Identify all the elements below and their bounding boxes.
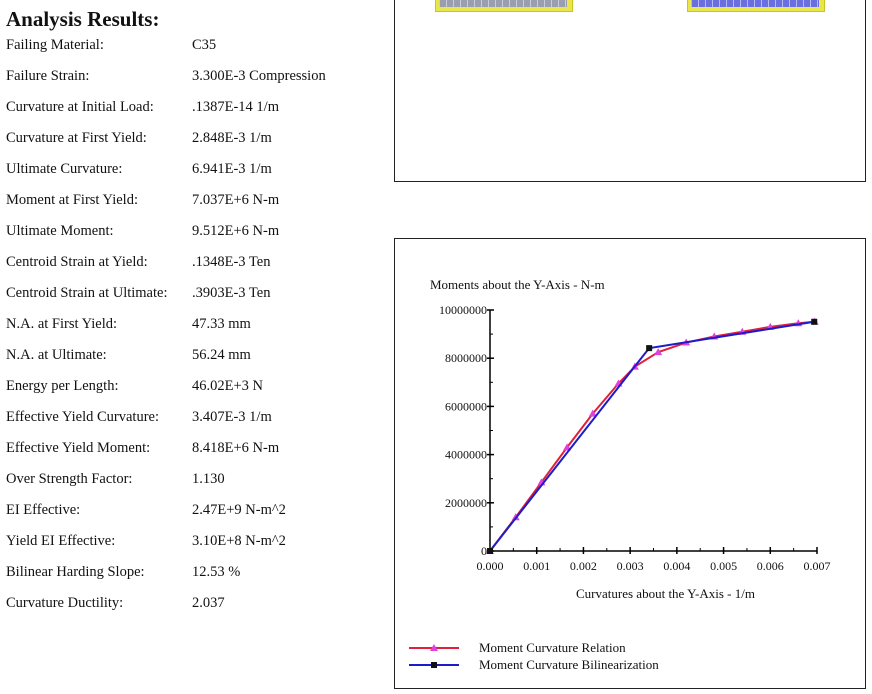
section-view-panel: [394, 0, 866, 182]
result-value: 3.300E-3 Compression: [192, 68, 326, 84]
result-row: Curvature at Initial Load: .1387E-14 1/m: [6, 96, 386, 127]
data-point: [487, 548, 493, 554]
result-label: Bilinear Harding Slope:: [6, 564, 145, 580]
result-value: .1348E-3 Ten: [192, 254, 271, 270]
result-value: .1387E-14 1/m: [192, 99, 279, 115]
result-row: Effective Yield Curvature: 3.407E-3 1/m: [6, 406, 386, 437]
result-value: 9.512E+6 N-m: [192, 223, 280, 239]
result-row: Moment at First Yield: 7.037E+6 N-m: [6, 189, 386, 220]
result-value: 3.10E+8 N-m^2: [192, 533, 286, 549]
moment-curvature-chart: Moments about the Y-Axis - N-m 0 2000000 40…: [394, 238, 866, 689]
data-point: [654, 348, 663, 356]
legend-marker: [431, 662, 437, 668]
result-value: 2.037: [192, 595, 225, 611]
results-title: Analysis Results:: [6, 7, 160, 31]
x-tick-label: 0.004: [663, 559, 690, 573]
y-tick-label: 4000000: [445, 448, 487, 462]
result-row: Bilinear Harding Slope: 12.53 %: [6, 561, 386, 592]
result-value: 8.418E+6 N-m: [192, 440, 280, 456]
result-row: EI Effective: 2.47E+9 N-m^2: [6, 499, 386, 530]
result-value: 12.53 %: [192, 564, 241, 580]
y-tick-label: 2000000: [445, 496, 487, 510]
result-label: Effective Yield Curvature:: [6, 409, 160, 425]
result-value: 47.33 mm: [192, 316, 251, 332]
x-tick-label: 0.000: [477, 559, 504, 573]
result-value: 1.130: [192, 471, 225, 487]
result-label: Curvature Ductility:: [6, 595, 124, 611]
result-value: 2.848E-3 1/m: [192, 130, 272, 146]
x-tick-label: 0.007: [804, 559, 831, 573]
result-row: Over Strength Factor: 1.130: [6, 468, 386, 499]
result-row: Effective Yield Moment: 8.418E+6 N-m: [6, 437, 386, 468]
result-value: 3.407E-3 1/m: [192, 409, 272, 425]
result-label: Energy per Length:: [6, 378, 119, 394]
result-label: Ultimate Moment:: [6, 223, 114, 239]
result-row: Curvature at First Yield: 2.848E-3 1/m: [6, 127, 386, 158]
result-label: Curvature at First Yield:: [6, 130, 147, 146]
y-tick-label: 6000000: [445, 399, 487, 413]
x-tick-label: 0.005: [710, 559, 737, 573]
result-label: N.A. at First Yield:: [6, 316, 118, 332]
result-value: 56.24 mm: [192, 347, 251, 363]
result-row: Centroid Strain at Yield: .1348E-3 Ten: [6, 251, 386, 282]
result-row: N.A. at First Yield: 47.33 mm: [6, 313, 386, 344]
x-tick-label: 0.006: [757, 559, 784, 573]
result-label: Moment at First Yield:: [6, 192, 138, 208]
result-label: Ultimate Curvature:: [6, 161, 123, 177]
result-value: 6.941E-3 1/m: [192, 161, 272, 177]
result-label: Centroid Strain at Yield:: [6, 254, 148, 270]
result-label: Centroid Strain at Ultimate:: [6, 285, 168, 301]
legend-marker: [430, 644, 438, 651]
data-point: [811, 318, 818, 325]
y-tick-label: 8000000: [445, 351, 487, 365]
result-label: EI Effective:: [6, 502, 81, 518]
result-row: Energy per Length: 46.02E+3 N: [6, 375, 386, 406]
x-tick-label: 0.002: [570, 559, 597, 573]
result-row: Failure Strain: 3.300E-3 Compression: [6, 65, 386, 96]
x-tick-label: 0.001: [523, 559, 550, 573]
result-row: Curvature Ductility: 2.037: [6, 592, 386, 623]
chart-title: Moments about the Y-Axis - N-m: [430, 277, 605, 292]
result-label: Failure Strain:: [6, 68, 90, 84]
result-value: .3903E-3 Ten: [192, 285, 271, 301]
result-label: Curvature at Initial Load:: [6, 99, 154, 115]
result-label: Over Strength Factor:: [6, 471, 133, 487]
result-row: Ultimate Moment: 9.512E+6 N-m: [6, 220, 386, 251]
section-mesh-right: [687, 0, 825, 12]
chart-svg: Moments about the Y-Axis - N-m 0 2000000 40…: [409, 277, 831, 672]
result-row: Ultimate Curvature: 6.941E-3 1/m: [6, 158, 386, 189]
result-row: Centroid Strain at Ultimate: .3903E-3 Ten: [6, 282, 386, 313]
x-axis-label: Curvatures about the Y-Axis - 1/m: [576, 586, 755, 601]
result-value: 2.47E+9 N-m^2: [192, 502, 286, 518]
legend-label: Moment Curvature Relation: [479, 640, 626, 655]
section-mesh-left: [435, 0, 573, 12]
result-row: Yield EI Effective: 3.10E+8 N-m^2: [6, 530, 386, 561]
result-row: N.A. at Ultimate: 56.24 mm: [6, 344, 386, 375]
y-tick-label: 0: [481, 544, 487, 558]
analysis-results: Analysis Results: Failing Material: C35 Fa…: [6, 6, 386, 623]
result-label: N.A. at Ultimate:: [6, 347, 107, 363]
result-label: Yield EI Effective:: [6, 533, 116, 549]
result-label: Failing Material:: [6, 37, 104, 53]
result-row: Failing Material: C35: [6, 34, 386, 65]
x-tick-label: 0.003: [617, 559, 644, 573]
series-line: [489, 320, 815, 552]
result-label: Effective Yield Moment:: [6, 440, 151, 456]
results-list: Failing Material: C35 Failure Strain: 3.300…: [6, 34, 386, 623]
result-value: 46.02E+3 N: [192, 378, 264, 394]
legend-label: Moment Curvature Bilinearization: [479, 657, 659, 672]
data-point: [588, 409, 597, 417]
data-point: [646, 345, 653, 352]
result-value: C35: [192, 37, 217, 53]
result-value: 7.037E+6 N-m: [192, 192, 280, 208]
y-tick-label: 10000000: [439, 303, 487, 317]
